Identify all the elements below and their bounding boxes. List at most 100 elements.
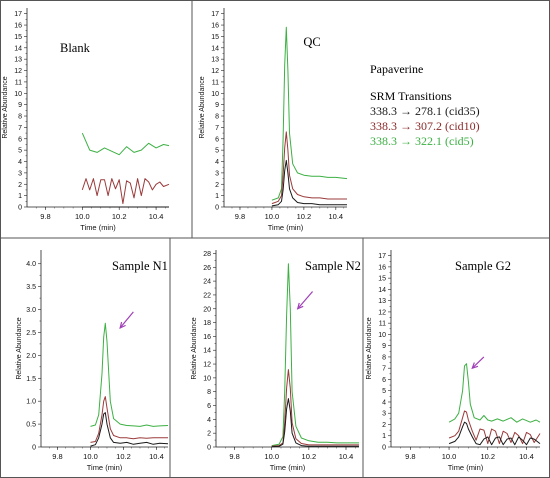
series-green (271, 263, 359, 447)
y-tick-label: 11 (379, 321, 386, 328)
y-tick-label: 13 (211, 57, 219, 64)
y-tick-label: 10 (211, 91, 219, 98)
series-black (90, 412, 169, 447)
series-red (448, 410, 541, 445)
legend-item-cid5: 338.3 → 322.1 (cid5) (370, 134, 474, 148)
y-tick-label: 16 (211, 23, 219, 30)
series-green (271, 26, 348, 201)
x-tick-label: 10.4 (149, 212, 164, 221)
y-tick-label: 2 (382, 422, 386, 429)
y-tick-label: 9 (215, 102, 219, 109)
y-tick-label: 4 (215, 159, 219, 166)
panel-2: 0 0.5 1.0 1.5 2.0 2.5 3.0 3.5 4.0 9.8 10.0 10.2 10.4… (16, 250, 169, 472)
annotation-arrow (471, 356, 485, 369)
y-tick-label: 7 (215, 125, 219, 132)
legend-item-cid35: 338.3 → 278.1 (cid35) (370, 104, 480, 118)
x-tick-label: 9.8 (405, 452, 415, 461)
x-tick-label: 10.2 (302, 452, 317, 461)
series-black (271, 398, 359, 448)
y-tick-label: 10 (378, 332, 386, 339)
legend-item-cid10: 338.3 → 307.2 (cid10) (370, 119, 480, 133)
y-axis-label: Relative Abundance (16, 317, 23, 379)
y-tick-label: 15 (378, 276, 386, 283)
legend: Papaverine SRM Transitions 338.3 → 278.1… (370, 62, 480, 149)
y-axis-label: Relative Abundance (2, 76, 9, 138)
y-tick-label: 14 (203, 348, 211, 355)
y-tick-label: 1 (18, 193, 22, 200)
y-tick-label: 4.0 (26, 261, 36, 268)
y-tick-label: 14 (378, 287, 386, 294)
y-tick-label: 7 (18, 125, 22, 132)
x-tick-label: 10.0 (75, 212, 90, 221)
y-tick-label: 1 (215, 193, 219, 200)
y-tick-label: 17 (378, 253, 386, 260)
y-tick-label: 28 (203, 251, 211, 258)
x-tick-label: 10.2 (116, 452, 131, 461)
annotation-arrow (297, 291, 314, 310)
y-tick-label: 2 (207, 431, 211, 438)
x-tick-label: 10.4 (339, 452, 354, 461)
y-tick-label: 9 (18, 102, 22, 109)
x-tick-label: 10.0 (265, 212, 280, 221)
y-tick-label: 1.5 (26, 376, 36, 383)
y-axis-label: Relative Abundance (366, 317, 373, 379)
x-axis-label: Time (min) (80, 223, 116, 232)
series-red (271, 131, 347, 205)
x-axis-label: Time (min) (268, 223, 304, 232)
y-tick-label: 6 (382, 377, 386, 384)
y-tick-label: 20 (203, 306, 211, 313)
y-tick-label: 26 (203, 265, 211, 272)
y-tick-label: 8 (18, 114, 22, 121)
x-tick-label: 10.0 (442, 452, 457, 461)
y-tick-label: 14 (14, 45, 22, 52)
y-tick-label: 1 (382, 433, 386, 440)
annotation-arrow-head (119, 321, 126, 329)
x-tick-label: 10.0 (264, 452, 279, 461)
legend-compound: Papaverine (370, 62, 424, 76)
y-tick-label: 16 (203, 334, 211, 341)
y-tick-label: 8 (215, 114, 219, 121)
y-tick-label: 18 (203, 320, 211, 327)
series-red (90, 396, 168, 443)
y-tick-label: 15 (211, 34, 219, 41)
y-tick-label: 14 (211, 45, 219, 52)
series-green (81, 132, 170, 156)
x-axis-label: Time (min) (270, 463, 306, 472)
y-tick-label: 10 (203, 375, 211, 382)
y-tick-label: 3.0 (26, 307, 36, 314)
y-tick-label: 11 (212, 79, 219, 86)
y-tick-label: 9 (382, 343, 386, 350)
x-tick-label: 10.2 (112, 212, 127, 221)
y-tick-label: 13 (14, 57, 22, 64)
y-tick-label: 4 (382, 399, 386, 406)
y-tick-label: 5 (382, 388, 386, 395)
panel-title: Blank (60, 41, 91, 55)
y-tick-label: 5 (18, 148, 22, 155)
panel-title: QC (303, 35, 320, 49)
y-tick-label: 12 (211, 68, 219, 75)
y-tick-label: 6 (18, 136, 22, 143)
y-tick-label: 3.5 (26, 284, 36, 291)
y-tick-label: 0 (382, 445, 386, 452)
series-red (271, 369, 359, 447)
y-tick-label: 22 (203, 292, 211, 299)
series-red (81, 178, 170, 205)
y-tick-label: 17 (14, 11, 22, 18)
y-tick-label: 7 (382, 366, 386, 373)
panel-title: Sample N1 (112, 259, 168, 273)
panel-title: Sample G2 (455, 259, 511, 273)
x-tick-label: 9.8 (229, 452, 239, 461)
x-tick-label: 10.4 (519, 452, 534, 461)
y-tick-label: 3 (18, 170, 22, 177)
series-green (90, 322, 169, 427)
series-green (448, 363, 541, 423)
x-tick-label: 9.8 (40, 212, 50, 221)
y-tick-label: 10 (14, 91, 22, 98)
y-tick-label: 15 (14, 34, 22, 41)
y-tick-label: 16 (378, 264, 386, 271)
y-tick-label: 8 (382, 354, 386, 361)
